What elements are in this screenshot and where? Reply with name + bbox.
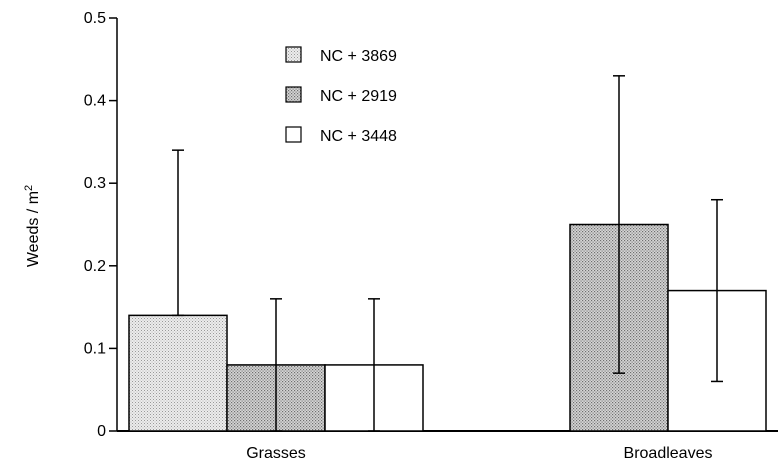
y-tick-label: 0.4 xyxy=(84,93,106,110)
bars xyxy=(128,223,767,432)
y-tick-label: 0.1 xyxy=(84,340,106,357)
y-axis-title-superscript: 2 xyxy=(23,185,35,191)
y-tick-label: 0 xyxy=(97,423,106,440)
legend-label: NC + 2919 xyxy=(320,88,397,105)
y-tick-label: 0.2 xyxy=(84,258,106,275)
y-axis: 0 0.1 0.2 0.3 0.4 0.5 xyxy=(84,10,118,440)
y-tick-label: 0.5 xyxy=(84,10,106,27)
y-axis-title: Weeds / m2 xyxy=(23,185,42,267)
legend: NC + 3869 NC + 2919 NC + 3448 xyxy=(285,46,397,145)
x-axis: Grasses Broadleaves xyxy=(117,430,778,462)
legend-swatch xyxy=(285,126,302,143)
x-tick-label: Broadleaves xyxy=(624,445,713,462)
legend-label: NC + 3448 xyxy=(320,128,397,145)
x-tick-label: Grasses xyxy=(246,445,306,462)
legend-label: NC + 3869 xyxy=(320,48,397,65)
y-tick-label: 0.3 xyxy=(84,175,106,192)
y-axis-title-text: Weeds / m xyxy=(25,191,42,267)
error-bars xyxy=(172,75,723,432)
legend-swatch xyxy=(285,86,302,103)
bar xyxy=(128,314,228,432)
legend-swatch xyxy=(285,46,302,63)
